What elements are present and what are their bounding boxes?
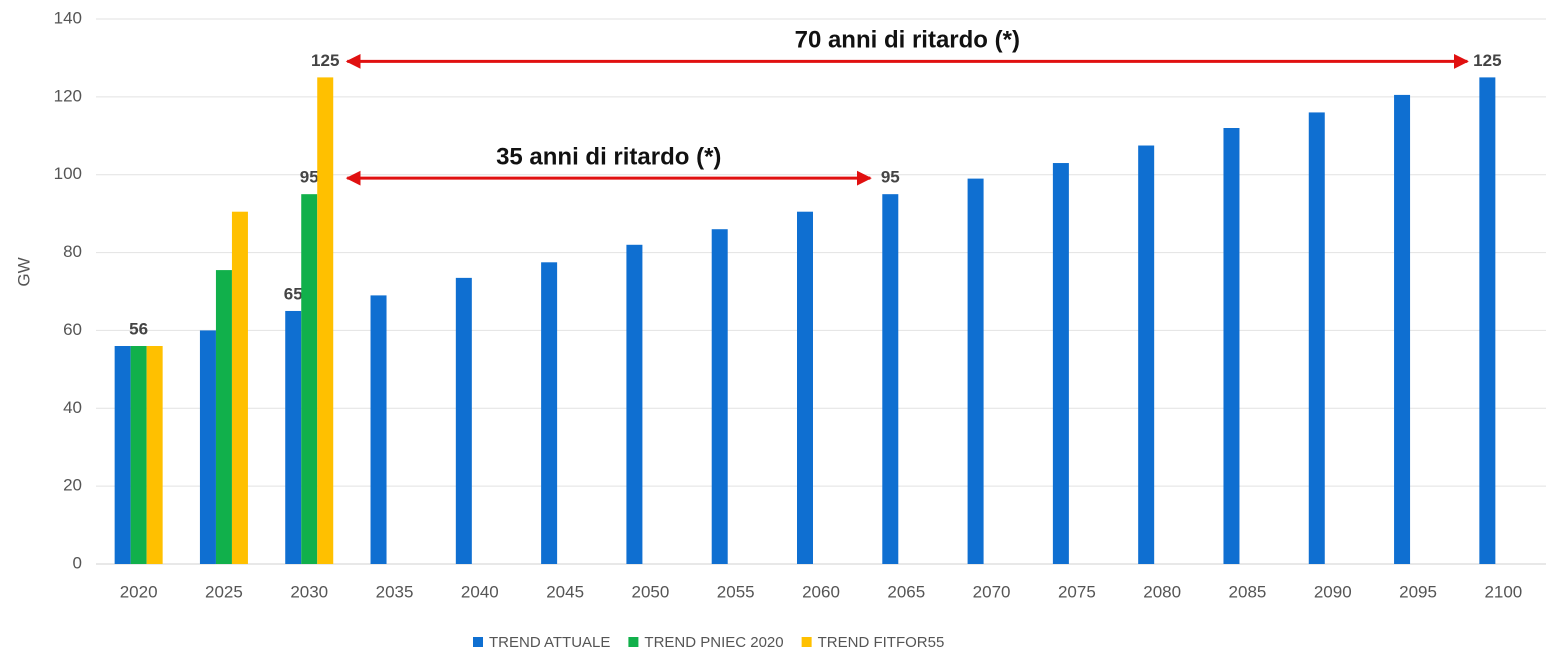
legend-label: TREND FITFOR55: [818, 634, 945, 651]
data-label: 56: [129, 319, 148, 338]
bar: [797, 211, 813, 565]
y-tick-label: 120: [54, 86, 82, 105]
legend-swatch: [473, 637, 483, 647]
x-tick-label: 2070: [973, 582, 1011, 601]
x-tick-label: 2090: [1314, 582, 1352, 601]
bar: [1138, 145, 1155, 564]
x-tick-label: 2020: [120, 582, 158, 601]
x-tick-label: 2095: [1399, 582, 1437, 601]
annotation: 70 anni di ritardo (*): [795, 27, 1020, 54]
bar: [301, 194, 318, 564]
x-tick-label: 2030: [290, 582, 328, 601]
bar: [1223, 128, 1240, 564]
bar: [455, 277, 472, 564]
y-tick-label: 100: [54, 164, 82, 183]
bar: [215, 270, 232, 564]
y-tick-label: 40: [63, 398, 82, 417]
y-tick-label: 0: [73, 553, 82, 572]
legend-swatch: [628, 637, 639, 647]
y-tick-label: 80: [63, 242, 82, 261]
y-tick-label: 20: [63, 476, 82, 495]
bar: [114, 346, 131, 564]
annotation: 35 anni di ritardo (*): [496, 144, 721, 171]
x-tick-label: 2045: [546, 582, 584, 601]
x-tick-label: 2060: [802, 582, 840, 601]
bar: [1052, 163, 1069, 565]
x-tick-label: 2065: [887, 582, 925, 601]
x-tick-label: 2080: [1143, 582, 1181, 601]
bar: [130, 346, 147, 564]
bar: [199, 330, 216, 564]
data-label: 125: [1473, 51, 1501, 70]
data-label: 95: [300, 168, 319, 187]
bar: [370, 295, 387, 564]
data-label: 65: [284, 284, 303, 303]
bar: [967, 178, 984, 564]
x-tick-label: 2040: [461, 582, 499, 601]
x-tick-label: 2075: [1058, 582, 1096, 601]
bar: [231, 211, 248, 565]
bar: [711, 229, 728, 564]
bar: [541, 262, 558, 564]
x-tick-label: 2035: [376, 582, 414, 601]
bar: [626, 244, 643, 565]
bar: [1308, 112, 1325, 564]
bar: [317, 77, 334, 565]
x-tick-label: 2050: [631, 582, 669, 601]
bar: [1394, 94, 1411, 565]
x-tick-label: 2055: [717, 582, 755, 601]
bar: [882, 194, 899, 564]
x-tick-label: 2100: [1484, 582, 1522, 601]
x-tick-label: 2085: [1229, 582, 1267, 601]
y-axis-label: GW: [14, 257, 33, 286]
bar: [1479, 77, 1496, 565]
legend-swatch: [801, 637, 812, 647]
y-tick-label: 140: [54, 8, 82, 27]
bar: [146, 346, 163, 564]
legend-label: TREND ATTUALE: [489, 634, 610, 651]
legend-label: TREND PNIEC 2020: [644, 634, 783, 651]
data-label: 125: [311, 51, 339, 70]
bar: [285, 310, 302, 564]
data-label: 95: [881, 168, 900, 187]
x-tick-label: 2025: [205, 582, 243, 601]
y-tick-label: 60: [63, 320, 82, 339]
